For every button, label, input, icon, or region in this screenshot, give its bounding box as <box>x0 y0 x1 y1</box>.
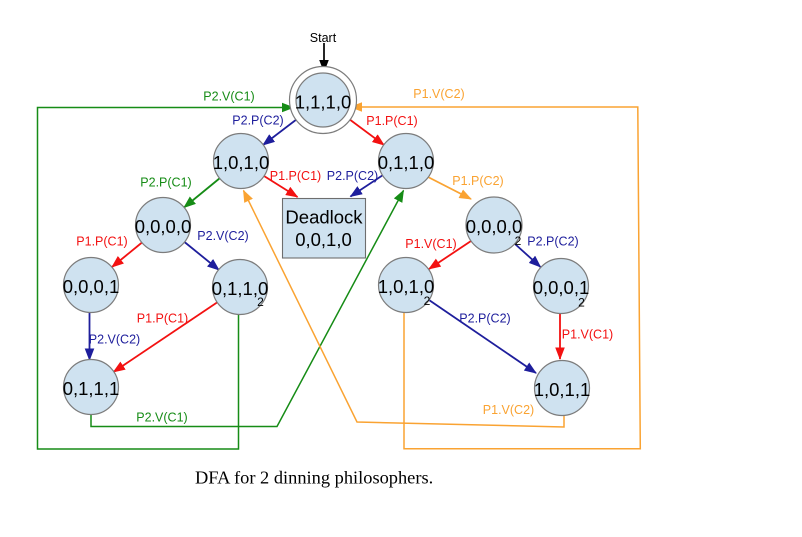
svg-text:P1.P(C2): P1.P(C2) <box>452 174 503 188</box>
svg-text:0,1,1,1: 0,1,1,1 <box>63 378 120 399</box>
svg-text:P2.P(C2): P2.P(C2) <box>232 114 283 128</box>
svg-text:P1.P(C1): P1.P(C1) <box>366 114 417 128</box>
svg-text:P1.P(C1): P1.P(C1) <box>270 169 321 183</box>
svg-text:2: 2 <box>424 294 431 308</box>
svg-text:0,1,1,0: 0,1,1,0 <box>378 152 435 173</box>
svg-text:P1.V(C2): P1.V(C2) <box>483 403 534 417</box>
svg-text:0,1,1,0: 0,1,1,0 <box>212 278 269 299</box>
svg-text:P2.P(C2): P2.P(C2) <box>459 312 510 326</box>
svg-text:1,0,1,0: 1,0,1,0 <box>213 152 270 173</box>
svg-text:1,0,1,0: 1,0,1,0 <box>378 276 435 297</box>
svg-text:1,0,1,1: 1,0,1,1 <box>534 379 591 400</box>
svg-text:2: 2 <box>257 295 264 309</box>
svg-text:P2.V(C2): P2.V(C2) <box>89 333 140 347</box>
svg-text:P1.V(C1): P1.V(C1) <box>405 237 456 251</box>
svg-text:P1.P(C1): P1.P(C1) <box>76 234 127 248</box>
svg-text:P1.P(C1): P1.P(C1) <box>137 312 188 326</box>
svg-text:P1.V(C1): P1.V(C1) <box>562 328 613 342</box>
svg-text:P1.V(C2): P1.V(C2) <box>413 87 464 101</box>
svg-text:2: 2 <box>578 296 585 310</box>
svg-text:0,0,0,1: 0,0,0,1 <box>63 276 120 297</box>
svg-text:P2.P(C2): P2.P(C2) <box>527 234 578 248</box>
svg-text:P2.V(C1): P2.V(C1) <box>136 410 187 424</box>
svg-text:0,0,0,1: 0,0,0,1 <box>533 277 590 298</box>
svg-text:P2.V(C1): P2.V(C1) <box>203 90 254 104</box>
svg-text:Deadlock: Deadlock <box>285 206 363 227</box>
svg-text:0,0,1,0: 0,0,1,0 <box>295 229 352 250</box>
svg-text:1,1,1,0: 1,1,1,0 <box>295 92 352 113</box>
svg-text:P2.V(C2): P2.V(C2) <box>197 229 248 243</box>
svg-text:DFA for 2 dinning philosophers: DFA for 2 dinning philosophers. <box>195 468 433 488</box>
svg-text:2: 2 <box>515 234 522 248</box>
svg-text:0,0,0,0: 0,0,0,0 <box>466 216 523 237</box>
svg-text:P2.P(C2): P2.P(C2) <box>327 169 378 183</box>
svg-text:Start: Start <box>310 31 337 45</box>
svg-text:P2.P(C1): P2.P(C1) <box>140 176 191 190</box>
svg-text:0,0,0,0: 0,0,0,0 <box>135 216 192 237</box>
